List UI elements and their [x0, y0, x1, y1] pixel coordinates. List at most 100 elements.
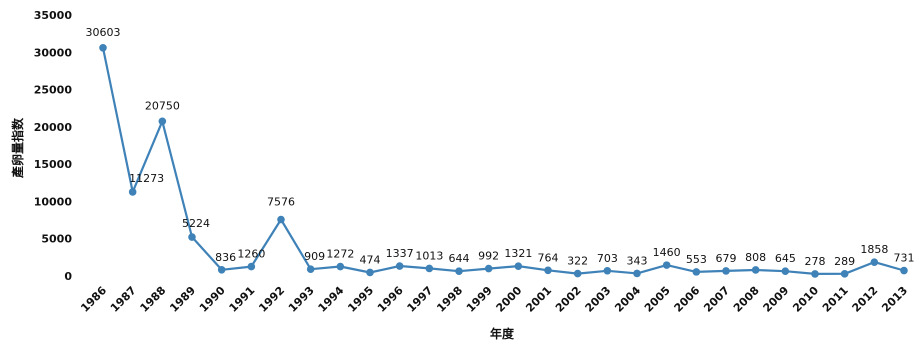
- y-tick-label: 10000: [34, 195, 73, 208]
- x-tick-label: 1995: [345, 284, 376, 315]
- x-axis-ticks: 1986198719881989199019911992199319941995…: [78, 284, 910, 315]
- data-point: [336, 262, 345, 271]
- data-point: [662, 261, 671, 269]
- data-label: 1321: [504, 247, 532, 260]
- x-tick-label: 2007: [701, 284, 732, 315]
- data-label: 278: [805, 255, 826, 268]
- data-point: [188, 233, 196, 241]
- x-axis-title: 年度: [490, 326, 515, 341]
- data-label: 1858: [860, 243, 888, 256]
- y-tick-label: 25000: [34, 84, 73, 97]
- data-label: 20750: [145, 99, 180, 112]
- data-label: 909: [304, 250, 325, 263]
- data-point: [366, 268, 374, 277]
- data-point: [99, 43, 107, 52]
- data-label: 992: [478, 250, 499, 263]
- data-point: [217, 265, 226, 274]
- data-point: [692, 268, 701, 276]
- x-tick-label: 2001: [523, 284, 554, 315]
- y-tick-label: 35000: [34, 9, 73, 22]
- x-tick-label: 1987: [108, 284, 139, 315]
- data-label: 1260: [237, 248, 265, 261]
- data-label: 703: [597, 252, 618, 265]
- x-tick-label: 1998: [434, 284, 465, 315]
- x-tick-label: 1988: [138, 284, 169, 315]
- x-tick-label: 1996: [375, 284, 406, 315]
- data-point: [425, 264, 434, 273]
- data-point: [840, 270, 849, 278]
- data-label: 1460: [653, 246, 681, 259]
- x-tick-label: 1997: [405, 284, 436, 315]
- data-point: [247, 262, 256, 271]
- x-tick-label: 2003: [583, 284, 614, 315]
- data-label: 343: [627, 254, 648, 267]
- x-tick-label: 2012: [850, 284, 881, 315]
- y-tick-label: 30000: [34, 46, 73, 59]
- data-labels: 30603 11273 20750 5224 836 1260 7576 909 1272 474…: [86, 26, 915, 268]
- x-tick-label: 1990: [197, 284, 228, 315]
- x-tick-label: 2010: [790, 284, 821, 315]
- data-point: [751, 266, 760, 274]
- data-label: 474: [360, 253, 381, 266]
- data-point: [277, 215, 285, 224]
- data-label: 836: [215, 251, 236, 264]
- data-label: 764: [538, 251, 559, 264]
- y-axis-ticks: 0 5000 10000 15000 20000 25000 30000 35000: [34, 9, 73, 283]
- x-tick-label: 1989: [167, 284, 198, 315]
- data-label: 1272: [326, 248, 354, 261]
- y-tick-label: 15000: [34, 158, 73, 171]
- data-label: 30603: [86, 26, 121, 39]
- data-point: [455, 267, 463, 275]
- data-label: 553: [686, 253, 707, 266]
- data-label: 1337: [386, 247, 414, 260]
- data-point: [573, 269, 582, 278]
- x-tick-label: 1999: [464, 284, 495, 315]
- data-label: 1013: [415, 249, 443, 262]
- y-tick-label: 5000: [41, 233, 72, 246]
- data-point: [484, 264, 493, 273]
- x-tick-label: 1986: [78, 284, 109, 315]
- y-tick-label: 20000: [34, 121, 73, 134]
- x-tick-label: 1994: [316, 284, 347, 315]
- data-label: 7576: [267, 196, 295, 209]
- x-tick-label: 2002: [553, 284, 584, 315]
- data-point: [722, 267, 730, 275]
- data-point: [603, 266, 612, 275]
- series-layer: [99, 43, 908, 278]
- x-tick-label: 2005: [642, 284, 673, 315]
- data-point: [781, 267, 790, 275]
- series-line: [101, 47, 905, 275]
- data-label: 808: [745, 251, 766, 264]
- data-point: [128, 188, 137, 196]
- data-label: 644: [449, 252, 470, 265]
- data-point: [544, 266, 552, 275]
- data-point: [870, 258, 879, 266]
- data-point: [811, 270, 819, 278]
- data-point: [395, 262, 404, 270]
- data-point: [900, 266, 908, 275]
- x-tick-label: 2011: [820, 284, 851, 315]
- data-label: 289: [834, 255, 855, 268]
- data-label: 731: [894, 252, 915, 265]
- data-point: [158, 117, 167, 126]
- y-axis-title: 產卵量指数: [10, 117, 25, 179]
- data-label: 5224: [182, 217, 210, 230]
- x-tick-label: 1992: [256, 284, 287, 315]
- data-label: 11273: [129, 172, 164, 185]
- x-tick-label: 2009: [761, 284, 792, 315]
- data-point: [514, 262, 523, 270]
- x-tick-label: 2004: [612, 284, 643, 315]
- y-tick-label: 0: [64, 270, 72, 283]
- data-label: 645: [775, 252, 796, 265]
- x-tick-label: 2008: [731, 284, 762, 315]
- x-tick-label: 1993: [286, 284, 317, 315]
- x-tick-label: 2013: [879, 284, 910, 315]
- data-point: [306, 265, 315, 274]
- data-point: [633, 269, 641, 278]
- x-tick-label: 2006: [672, 284, 703, 315]
- x-tick-label: 1991: [227, 284, 258, 315]
- data-label: 679: [716, 252, 737, 265]
- x-tick-label: 2000: [494, 284, 525, 315]
- data-label: 322: [567, 255, 588, 268]
